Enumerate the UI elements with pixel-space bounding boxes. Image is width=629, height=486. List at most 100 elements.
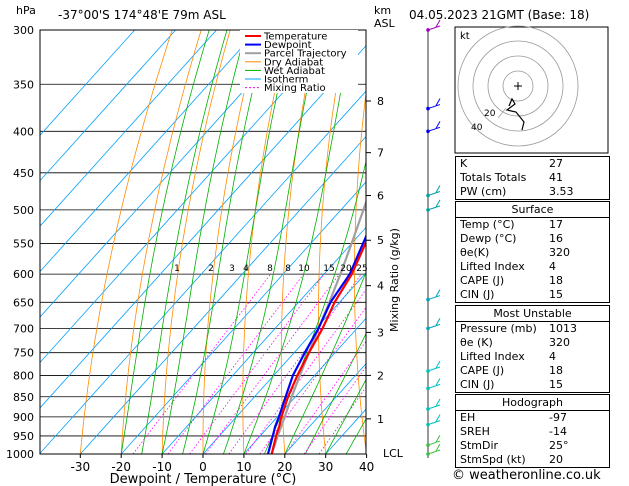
wind-barb-flag [435,443,441,452]
stat-value: -97 [549,411,567,424]
wind-barb-dot [426,208,430,212]
axes: 3003504004505005506006507007508008509009… [6,24,404,474]
stat-value: 1013 [549,322,577,335]
wind-barb-dot [426,422,430,427]
wind-barb-flag [435,318,441,326]
wind-barb-shaft [427,191,441,196]
wind-barb-flag [435,289,441,297]
wind-barb-shaft [427,323,441,329]
isotherm-line [80,135,366,454]
pressure-tick-label: 1000 [6,448,34,461]
stat-value: 15 [549,288,563,301]
stat-value: 18 [549,364,563,377]
stat-value: 15 [549,378,563,391]
wind-barb-shaft [427,295,441,301]
mixing-ratio-value-label: 20 [340,264,352,274]
pressure-tick-label: 800 [13,369,34,382]
x-tick-label: -20 [111,460,131,474]
wind-barb-dot [426,443,430,447]
x-tick-label: -30 [70,460,90,474]
wet-adiabat [120,30,210,454]
dry-adiabat [161,30,231,454]
isotherm-line [40,30,299,318]
pressure-tick-label: 900 [13,411,34,424]
legend-entry: Temperature [263,32,327,43]
wet-adiabat [223,30,320,454]
mixing-ratio-line [259,306,366,454]
surface-title: Surface [456,202,609,218]
wet-adiabat [141,30,228,454]
pressure-tick-label: 300 [13,24,34,37]
isotherm-line [243,317,366,454]
datetime-label: 04.05.2023 21GMT (Base: 18) [409,8,589,22]
legend-entry: Dewpoint [264,40,312,51]
wet-adiabat [182,30,268,454]
stat-label: Dewp (°C) [460,232,517,245]
credit-text: © weatheronline.co.uk [452,468,601,483]
most-unstable-title: Most Unstable [456,306,609,322]
x-tick-label: 40 [359,460,374,474]
stat-row: Lifted Index 4 [456,350,609,364]
stat-label: θe (K) [460,336,493,349]
x-tick-label: -10 [152,460,172,474]
stat-label: StmSpd (kt) [460,453,526,466]
stat-row: CAPE (J) 18 [456,274,609,288]
stat-row: θe(K) 320 [456,246,609,260]
stat-value: -14 [549,425,567,438]
km-tick-label: 1 [377,413,384,426]
pressure-tick-label: 500 [13,204,34,217]
pressure-tick-label: 400 [13,125,34,138]
asl-label: ASL [374,17,396,30]
wind-barb-dot [426,129,430,134]
hodograph-ring [457,25,579,147]
stat-value: 4 [549,350,556,363]
wind-barb-flag [435,121,441,129]
temperature-line [270,239,366,454]
wind-barb-dot [426,106,430,111]
stat-row: StmSpd (kt) 20 [456,453,609,467]
stat-value: 3.53 [549,185,574,198]
mixing-ratio-value-label: 25 [356,264,367,274]
wind-barb-dot [426,452,430,456]
stat-row: CIN (J) 15 [456,288,609,302]
wind-barb-shaft [427,126,441,132]
wind-barb-shaft [427,420,441,426]
stat-value: 41 [549,171,563,184]
dry-adiabat [79,30,173,454]
stat-row: Dewp (°C) 16 [456,232,609,246]
wind-barb-shaft [427,449,441,455]
wind-profile [426,19,441,458]
stat-label: K [460,157,468,170]
legend-entry: Dry Adiabat [264,57,323,68]
mixing-ratio-value-label: 4 [243,264,249,274]
stat-label: Lifted Index [460,260,525,273]
dry-adiabat [423,30,448,454]
stat-label: StmDir [460,439,499,452]
wind-barb-flag [435,378,441,386]
mixing-ratio-value-label: 3 [229,264,235,274]
most-unstable-panel: Most Unstable Pressure (mb) 1013 θe (K) 320… [455,305,610,393]
mixing-ratio-value-label: 8 [285,264,291,274]
wet-adiabat [284,271,366,454]
stat-label: CAPE (J) [460,274,505,287]
wind-barb-flag [435,19,441,28]
wind-barb-flag [435,199,441,208]
stat-label: Pressure (mb) [460,322,537,335]
dry-adiabat [354,90,366,453]
wind-barb-flag [435,414,441,422]
dry-adiabat [202,30,260,454]
mixing-ratio-value-label: 8 [267,264,273,274]
stat-row: StmDir 25° [456,439,609,453]
pressure-tick-label: 550 [13,237,34,250]
wet-adiabat [202,30,292,454]
isotherm-line [40,30,135,136]
isotherm-line [202,272,366,454]
x-tick-label: 10 [236,460,251,474]
isotherm-line [40,30,176,182]
pressure-tick-label: 750 [13,347,34,360]
mixing-ratio-line [245,289,366,454]
km-tick-label: 5 [377,234,384,247]
mixing-ratio-value-label: 15 [323,264,334,274]
km-label: km [374,4,391,17]
